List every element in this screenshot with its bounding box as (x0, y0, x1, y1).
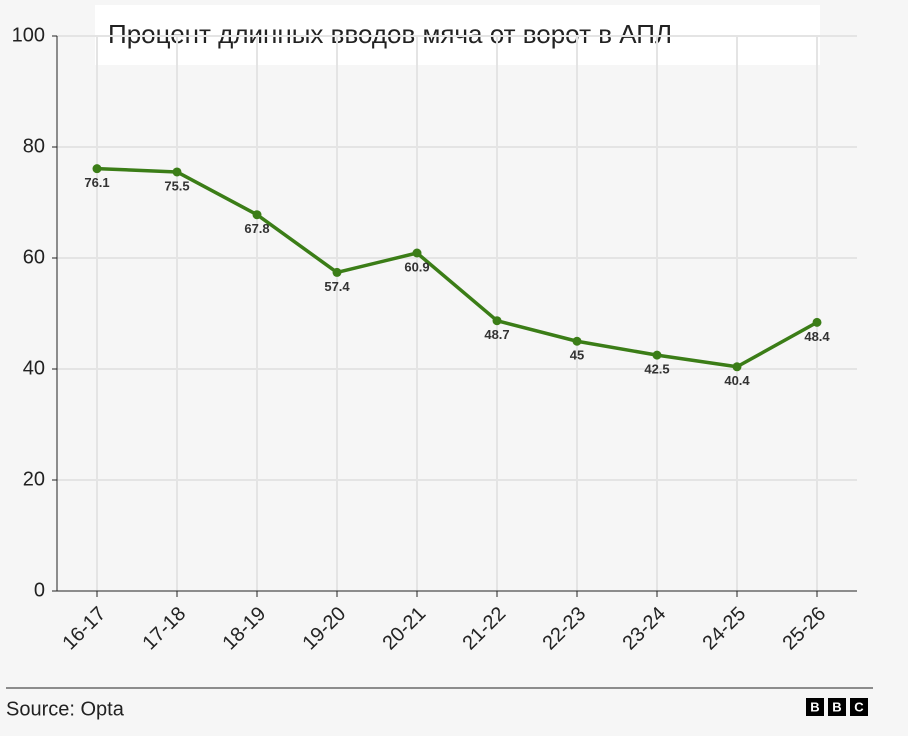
data-label: 57.4 (324, 279, 350, 294)
chart-title: Процент длинных вводов мяча от ворот в А… (108, 19, 672, 49)
x-tick-label: 25-26 (779, 603, 831, 655)
x-tick-label: 17-18 (139, 603, 191, 655)
source: Source: Opta (6, 698, 125, 720)
grid (57, 35, 857, 591)
x-tick-label: 22-23 (539, 603, 591, 655)
data-label: 40.4 (724, 373, 750, 388)
point (332, 267, 342, 277)
x-tick-label: 20-21 (379, 603, 431, 655)
x-tick-label: 18-19 (219, 603, 271, 655)
point (812, 317, 822, 327)
data-label: 76.1 (84, 175, 109, 190)
data-label: 42.5 (644, 362, 669, 377)
y-tick-label: 20 (23, 468, 45, 490)
y-tick-label: 0 (34, 579, 45, 601)
point (572, 336, 582, 346)
point (732, 362, 742, 372)
logo-box (828, 698, 846, 716)
logo-letter: B (832, 699, 841, 714)
y-tick-label: 40 (23, 357, 45, 379)
data-label: 60.9 (404, 259, 429, 274)
point (652, 350, 662, 360)
data-label: 48.7 (484, 327, 509, 342)
series-line (96, 166, 818, 369)
x-tick-label: 23-24 (619, 603, 671, 655)
x-tick-label: 16-17 (59, 603, 111, 655)
y-tick-label: 100 (12, 24, 45, 46)
data-label: 48.4 (804, 329, 830, 344)
point (252, 210, 262, 220)
logo-letter: C (854, 699, 864, 714)
point (92, 164, 102, 174)
data-label: 75.5 (164, 178, 189, 193)
x-tick-label: 19-20 (299, 603, 351, 655)
x-tick-label: 21-22 (459, 603, 511, 655)
y-tick-label: 80 (23, 135, 45, 157)
x-tick-label: 24-25 (699, 603, 751, 655)
point (492, 316, 502, 326)
logo-box (806, 698, 824, 716)
point (172, 167, 182, 177)
data-label: 45 (570, 348, 584, 363)
y-tick-label: 60 (23, 246, 45, 268)
point (412, 248, 422, 258)
data-label: 67.8 (244, 221, 269, 236)
logo-box (850, 698, 868, 716)
logo-letter: B (810, 699, 819, 714)
